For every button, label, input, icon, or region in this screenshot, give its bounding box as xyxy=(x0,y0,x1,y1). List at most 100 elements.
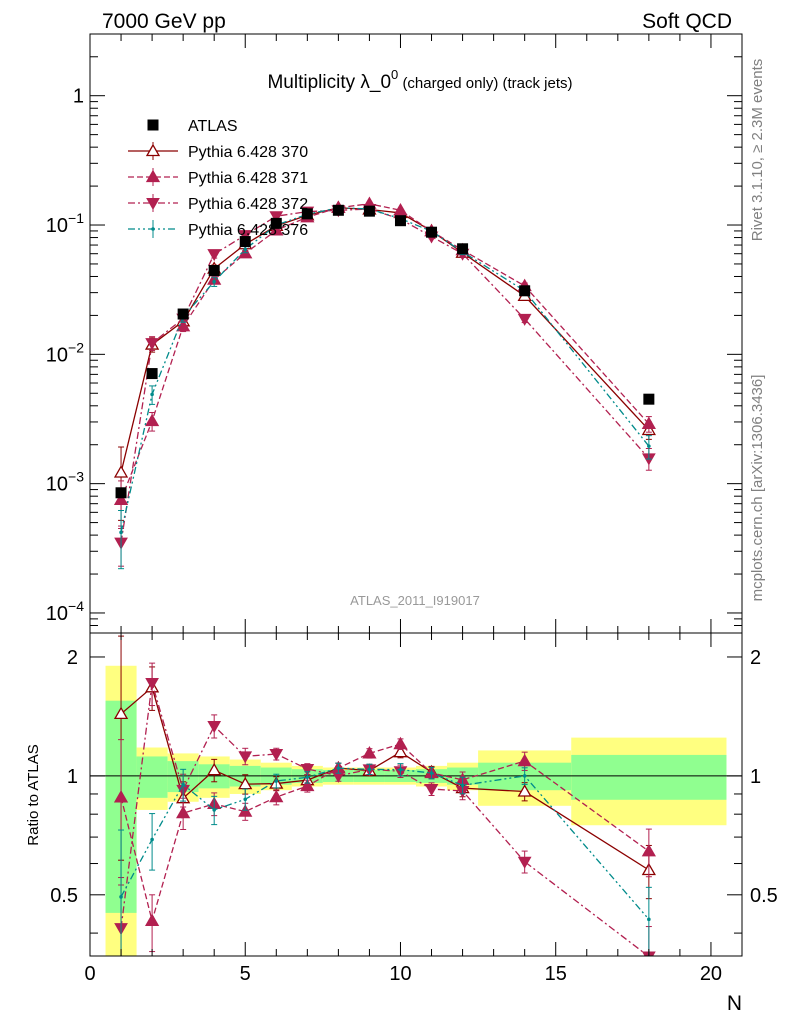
legend-marker-square xyxy=(147,119,159,131)
marker-triangle-up xyxy=(641,416,656,430)
marker-triangle-up xyxy=(144,913,160,927)
marker-triangle-up xyxy=(393,736,408,750)
x-tick-label: 5 xyxy=(240,963,251,985)
marker-triangle-up xyxy=(144,413,160,427)
marker-triangle-up xyxy=(269,789,284,803)
marker-triangle-down xyxy=(517,313,532,326)
marker-triangle-down xyxy=(145,678,159,691)
x-tick-label: 20 xyxy=(700,963,722,985)
ratio-y-tick-label-left: 1 xyxy=(67,766,78,788)
marker-dot xyxy=(181,782,185,787)
series-ratio-line xyxy=(120,682,650,956)
marker-dot xyxy=(336,766,341,770)
source-label: mcplots.cern.ch [arXiv:1306.3436] xyxy=(749,375,766,602)
series-line xyxy=(120,207,650,533)
ratio-band-stat xyxy=(571,754,727,800)
marker-triangle-up xyxy=(362,746,377,759)
x-tick-label: 10 xyxy=(389,963,411,985)
marker-triangle-up xyxy=(176,805,191,819)
series-line xyxy=(120,203,650,501)
marker-dot xyxy=(243,247,248,252)
marker-triangle-down xyxy=(269,211,284,224)
rivet-label: Rivet 3.1.10, ≥ 2.3M events xyxy=(749,59,766,242)
marker-triangle-up xyxy=(113,465,129,478)
ratio-y-tick-label-left: 2 xyxy=(67,647,78,669)
series-line xyxy=(120,208,650,543)
marker-triangle-up xyxy=(207,762,222,776)
legend-item: ATLAS xyxy=(147,118,238,135)
ratio-plot-area xyxy=(90,635,742,956)
series-ratio-line xyxy=(120,686,650,871)
data-point xyxy=(394,215,406,227)
ratio-axis-label: Ratio to ATLAS xyxy=(25,744,42,845)
y-tick-label: 10−2 xyxy=(46,339,84,366)
ratio-y-tick-label-right: 1 xyxy=(750,766,761,788)
marker-dot xyxy=(647,444,651,448)
data-point xyxy=(208,264,220,276)
marker-triangle-down xyxy=(517,856,532,869)
data-point xyxy=(115,487,127,499)
marker-triangle-down xyxy=(207,249,222,262)
marker-triangle-up xyxy=(517,753,532,767)
y-tick-label: 10−4 xyxy=(46,598,84,625)
marker-dot xyxy=(367,767,372,772)
marker-dot xyxy=(119,895,123,899)
marker-triangle-down xyxy=(424,784,439,797)
x-tick-label: 0 xyxy=(84,963,95,985)
legend-item: Pythia 6.428 372 xyxy=(128,194,308,213)
data-points xyxy=(115,204,655,499)
legend: ATLAS Pythia 6.428 370 Pythia 6.428 371 Pyt… xyxy=(128,118,308,239)
data-point xyxy=(146,368,158,380)
marker-dot xyxy=(212,808,216,812)
x-axis-label: N xyxy=(727,992,742,1015)
marker-triangle-down xyxy=(145,338,159,351)
marker-triangle-down xyxy=(146,198,160,211)
series-line xyxy=(120,207,650,473)
series-ratio-line xyxy=(120,743,650,924)
legend-label: Pythia 6.428 372 xyxy=(188,196,308,213)
marker-dot xyxy=(429,771,434,775)
series-3-main xyxy=(114,204,656,567)
marker-dot xyxy=(522,774,527,778)
marker-dot xyxy=(212,279,216,284)
series-ratio-line xyxy=(120,767,650,920)
marker-triangle-down xyxy=(238,751,253,764)
marker-dot xyxy=(151,227,155,231)
marker-triangle-down xyxy=(300,764,315,777)
marker-triangle-down xyxy=(269,749,284,762)
legend-item: Pythia 6.428 371 xyxy=(128,168,308,187)
marker-triangle-up xyxy=(641,843,656,857)
series-1-main xyxy=(113,200,656,521)
marker-triangle-up xyxy=(113,492,129,505)
marker-dot xyxy=(274,779,279,783)
marker-triangle-up xyxy=(145,143,161,157)
series-2-main xyxy=(113,196,656,529)
marker-dot xyxy=(398,767,403,772)
y-tick-label: 10−3 xyxy=(46,469,84,496)
legend-label: Pythia 6.428 371 xyxy=(188,170,308,187)
marker-triangle-up xyxy=(238,804,253,817)
data-point xyxy=(301,208,313,220)
ratio-band-stat xyxy=(136,756,168,798)
data-point xyxy=(426,226,438,238)
title-superscript: 0 xyxy=(391,67,398,82)
data-point xyxy=(457,243,469,255)
ratio-y-tick-label-right: 2 xyxy=(750,647,761,669)
marker-dot xyxy=(119,530,123,535)
marker-triangle-up xyxy=(517,784,532,797)
ratio-y-tick-label-left: 0.5 xyxy=(50,885,78,907)
legend-label: Pythia 6.428 376 xyxy=(188,222,308,239)
series-4-main xyxy=(118,205,652,570)
marker-dot xyxy=(647,917,651,922)
data-point xyxy=(177,308,189,320)
header-right: Soft QCD xyxy=(642,10,732,33)
marker-triangle-up xyxy=(393,744,408,758)
marker-triangle-up xyxy=(113,706,129,720)
data-point xyxy=(239,236,251,248)
series-3-ratio xyxy=(114,662,656,956)
marker-dot xyxy=(243,797,248,802)
legend-label: ATLAS xyxy=(188,118,238,135)
marker-triangle-up xyxy=(300,778,315,792)
